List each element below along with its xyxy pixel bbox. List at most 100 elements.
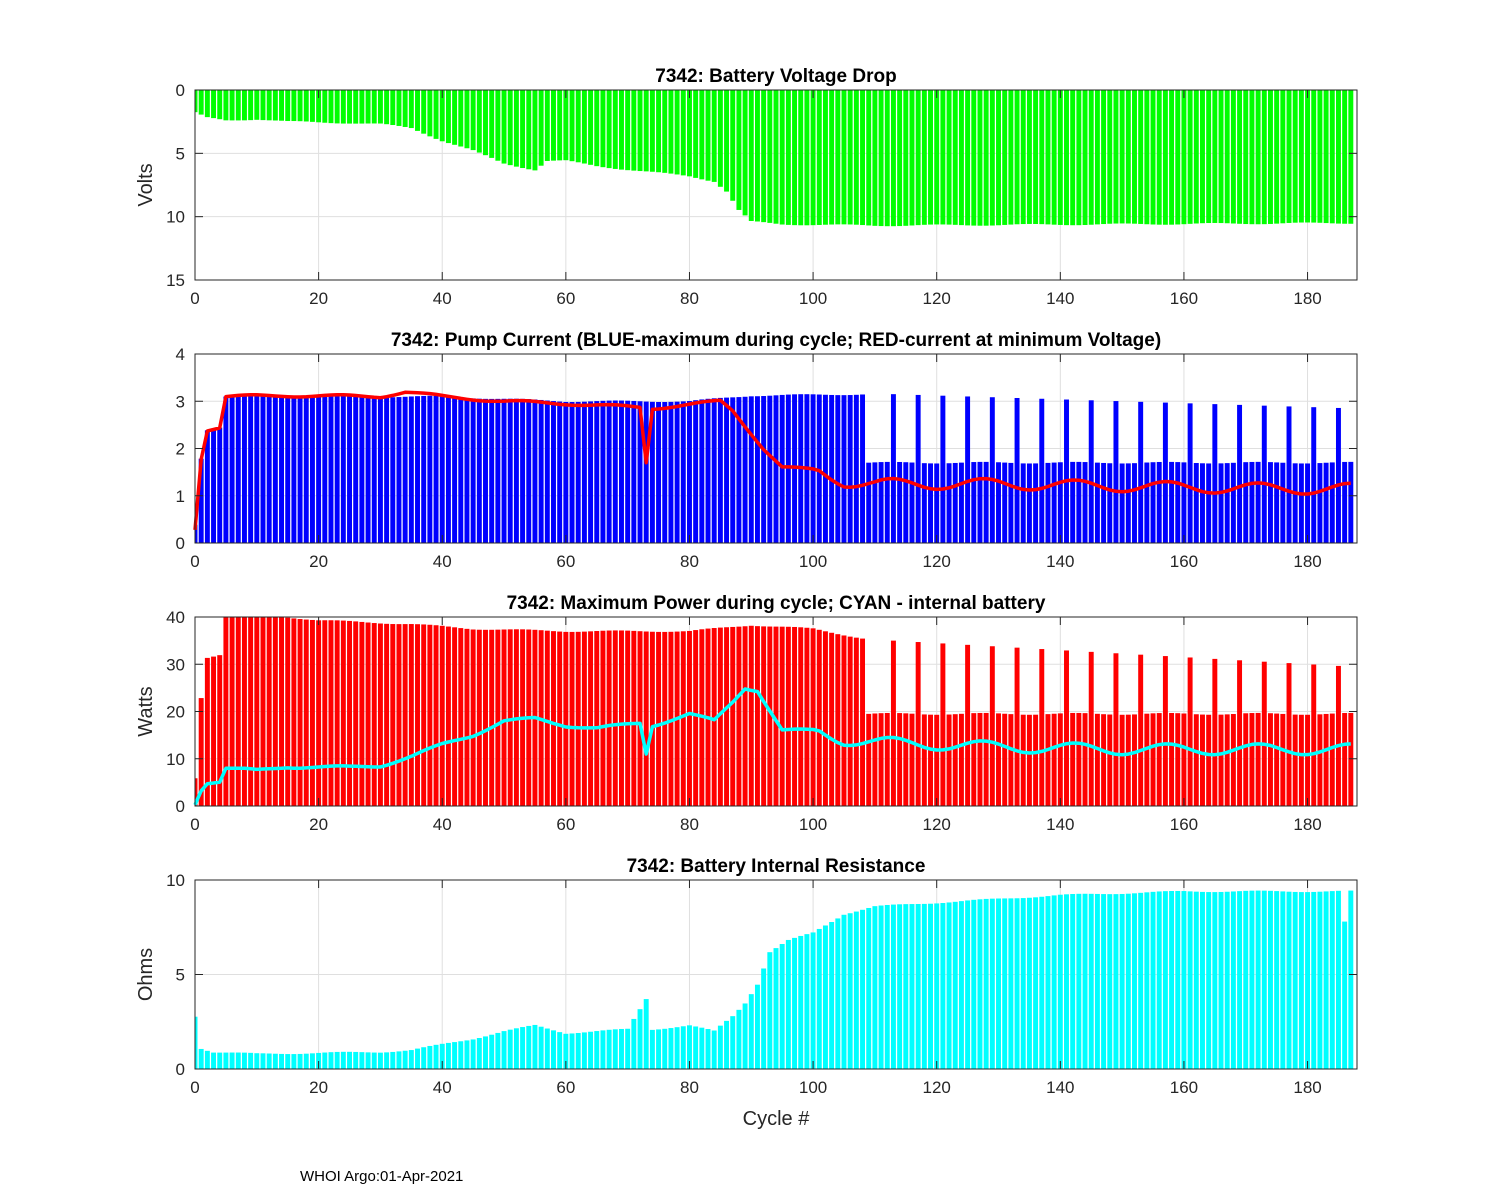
bar [1008, 714, 1014, 806]
bar [235, 395, 241, 543]
bar [625, 630, 631, 806]
bar [643, 999, 649, 1069]
bar [198, 90, 204, 115]
bar [532, 399, 538, 543]
bar [866, 713, 872, 806]
bar [1076, 90, 1082, 226]
bar [1175, 462, 1181, 543]
bar [303, 619, 309, 806]
bar [303, 90, 309, 122]
bar [1335, 90, 1341, 224]
bar [1107, 894, 1113, 1069]
bar [347, 620, 352, 806]
bar [631, 90, 637, 171]
bar [588, 631, 594, 806]
bar [872, 906, 878, 1069]
bar [705, 398, 711, 543]
bar [853, 90, 859, 225]
bar [402, 624, 408, 806]
bar [1002, 898, 1008, 1069]
bar [322, 1052, 328, 1069]
bar [810, 90, 816, 226]
bar [396, 397, 402, 543]
x-tick-label: 60 [556, 552, 575, 571]
bar [1057, 713, 1063, 806]
bar [445, 1042, 451, 1069]
y-tick-label: 0 [176, 1060, 185, 1079]
y-tick-label: 10 [166, 208, 185, 227]
bar [606, 400, 612, 543]
bar [934, 714, 940, 806]
bar [1348, 712, 1354, 806]
bar [1138, 654, 1144, 806]
bar [785, 90, 791, 225]
bar [544, 630, 550, 806]
bar [235, 90, 241, 121]
bar [637, 401, 643, 543]
bar [612, 630, 618, 806]
bar [452, 396, 458, 543]
bar [699, 90, 705, 180]
bar [1267, 713, 1273, 806]
bar [1237, 891, 1243, 1069]
bar [520, 90, 526, 169]
bar [433, 395, 439, 543]
bar [1150, 713, 1156, 806]
bar [217, 90, 223, 120]
bar [909, 904, 915, 1069]
y-tick-label: 2 [176, 440, 185, 459]
bar [965, 644, 971, 806]
bar [1088, 90, 1094, 225]
bar [526, 90, 532, 170]
bar [606, 1029, 612, 1069]
bar [971, 462, 977, 543]
bar [1033, 463, 1039, 543]
bar [458, 397, 464, 543]
bar [1082, 90, 1088, 226]
bar [551, 1030, 556, 1069]
bar [309, 90, 315, 122]
bar [551, 631, 556, 806]
bar [662, 401, 668, 543]
bar [1206, 892, 1212, 1069]
bar [878, 90, 884, 227]
bar [285, 617, 291, 806]
bar [742, 396, 748, 543]
bar [1298, 714, 1304, 806]
bar [1342, 713, 1348, 806]
bar [489, 90, 495, 158]
bar [581, 90, 587, 164]
bar [1317, 891, 1323, 1069]
bar [736, 397, 742, 543]
bar [384, 397, 390, 543]
bar [1323, 462, 1329, 543]
bar [377, 1052, 383, 1069]
bar [1162, 90, 1168, 225]
bar [347, 395, 352, 543]
bar [674, 90, 680, 175]
bar [1008, 898, 1014, 1069]
bar [1094, 893, 1100, 1069]
bar [773, 948, 779, 1069]
bar [204, 1050, 210, 1069]
y-tick-label: 10 [166, 871, 185, 890]
bar [297, 90, 303, 122]
bar [1348, 890, 1354, 1069]
bar [952, 90, 958, 225]
x-tick-label: 160 [1170, 815, 1198, 834]
bar [798, 935, 804, 1069]
bar [612, 1029, 618, 1069]
bar [649, 631, 655, 806]
bar [1175, 90, 1181, 225]
bar [600, 90, 606, 168]
bar [928, 463, 933, 543]
bar [532, 1024, 538, 1069]
bar [334, 395, 340, 543]
bar [1070, 893, 1076, 1069]
bar [1329, 713, 1335, 806]
bar [761, 626, 767, 806]
bar [779, 626, 785, 806]
bar [285, 90, 291, 122]
bar [507, 90, 513, 166]
